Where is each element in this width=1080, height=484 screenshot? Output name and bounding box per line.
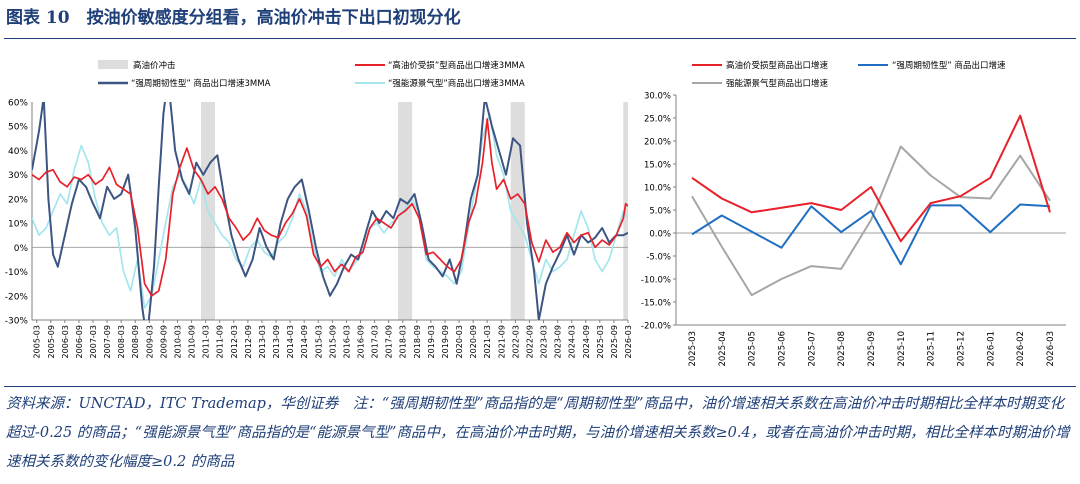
source-label: 资料来源： bbox=[6, 396, 79, 412]
title-rule bbox=[4, 38, 1076, 39]
left-x-tick-label: 2022-09 bbox=[525, 325, 534, 358]
left-x-tick-label: 2021-03 bbox=[483, 325, 492, 358]
legend-red-label: “高油价受损”型商品出口增速3MMA bbox=[388, 60, 525, 71]
left-x-tick-label: 2008-09 bbox=[131, 325, 140, 358]
left-x-tick-label: 2010-09 bbox=[188, 325, 197, 358]
left-x-tick-label: 2007-09 bbox=[103, 325, 112, 358]
left-x-tick-label: 2015-03 bbox=[314, 325, 323, 358]
left-y-tick-label: 20% bbox=[8, 195, 28, 205]
left-x-tick-label: 2012-09 bbox=[244, 325, 253, 358]
left-x-tick-label: 2008-03 bbox=[117, 325, 126, 358]
left-y-tick-label: 0% bbox=[14, 244, 29, 254]
legend-shade-swatch bbox=[98, 60, 128, 69]
left-x-tick-label: 2025-03 bbox=[596, 325, 605, 358]
left-x-tick-label: 2023-09 bbox=[554, 325, 563, 358]
left-y-tick-label: 10% bbox=[8, 220, 28, 230]
left-x-tick-label: 2012-03 bbox=[230, 325, 239, 358]
legend-cyan-label: “强能源景气型”商品出口增速3MMA bbox=[388, 78, 525, 89]
left-y-tick-label: -30% bbox=[5, 317, 29, 327]
left-x-tick-label: 2024-09 bbox=[582, 325, 591, 358]
left-x-tick-label: 2019-03 bbox=[427, 325, 436, 358]
figure-title: 图表 10 按油价敏感度分组看，高油价冲击下出口初现分化 bbox=[6, 8, 461, 28]
left-x-tick-label: 2013-09 bbox=[272, 325, 281, 358]
left-x-tick-label: 2017-03 bbox=[371, 325, 380, 358]
source-list: UNCTAD，ITC Trademap，华创证券 bbox=[78, 396, 339, 412]
left-x-tick-label: 2005-09 bbox=[47, 325, 56, 358]
legend-navy-label: “强周期韧性型” 商品出口增速3MMA bbox=[131, 78, 271, 89]
left-x-tick-label: 2018-09 bbox=[413, 325, 422, 358]
note-rule bbox=[4, 386, 1076, 387]
left-y-tick-label: 30% bbox=[8, 171, 28, 181]
left-x-tick-label: 2021-09 bbox=[497, 325, 506, 358]
left-series-1-line bbox=[32, 102, 628, 320]
left-x-tick-label: 2022-03 bbox=[511, 325, 520, 358]
left-x-tick-label: 2011-03 bbox=[202, 325, 211, 358]
left-x-tick-label: 2014-09 bbox=[300, 325, 309, 358]
left-x-tick-label: 2025-09 bbox=[610, 325, 619, 358]
left-x-tick-label: 2024-03 bbox=[568, 325, 577, 358]
left-x-tick-label: 2018-03 bbox=[399, 325, 408, 358]
left-y-tick-label: 40% bbox=[8, 147, 28, 157]
left-x-tick-label: 2016-09 bbox=[357, 325, 366, 358]
left-series-0-line bbox=[32, 118, 628, 297]
left-x-tick-label: 2013-03 bbox=[258, 325, 267, 358]
left-x-tick-label: 2015-09 bbox=[328, 325, 337, 358]
left-x-tick-label: 2009-09 bbox=[159, 325, 168, 358]
left-x-tick-label: 2019-09 bbox=[441, 325, 450, 358]
left-x-tick-label: 2014-03 bbox=[286, 325, 295, 358]
left-y-tick-label: 50% bbox=[8, 123, 28, 133]
left-x-tick-label: 2020-09 bbox=[469, 325, 478, 358]
left-x-tick-label: 2017-09 bbox=[385, 325, 394, 358]
shock-shade-2 bbox=[510, 102, 525, 320]
source-note: 资料来源：UNCTAD，ITC Trademap，华创证券 注：“强周期韧性型”… bbox=[6, 390, 1074, 477]
legend-shock-label: 高油价冲击 bbox=[133, 60, 176, 71]
note-text: 注：“强周期韧性型”商品指的是“周期韧性型”商品中，油价增速相关系数在高油价冲击… bbox=[6, 396, 1070, 470]
left-x-tick-label: 2023-03 bbox=[540, 325, 549, 358]
left-x-tick-label: 2020-03 bbox=[455, 325, 464, 358]
left-x-tick-label: 2007-03 bbox=[89, 325, 98, 358]
left-y-tick-label: -20% bbox=[5, 292, 29, 302]
shock-shade-3 bbox=[623, 102, 628, 320]
left-x-tick-label: 2009-03 bbox=[145, 325, 154, 358]
left-x-tick-label: 2011-09 bbox=[216, 325, 225, 358]
left-x-tick-label: 2016-03 bbox=[342, 325, 351, 358]
left-chart: 60% 50% 40% 30% 20% 10% 0% -10% -20% -30% 2005-03 2… bbox=[5, 60, 633, 358]
left-x-tick-label: 2006-03 bbox=[61, 325, 70, 358]
left-x-tick-label: 2006-09 bbox=[75, 325, 84, 358]
left-y-tick-label: -10% bbox=[5, 268, 29, 278]
left-x-tick-label: 2010-03 bbox=[173, 325, 182, 358]
left-x-tick-label: 2026-03 bbox=[624, 325, 633, 358]
left-series-2-line bbox=[32, 113, 628, 309]
left-x-tick-label: 2005-03 bbox=[33, 325, 42, 358]
left-y-tick-label: 60% bbox=[8, 99, 28, 109]
